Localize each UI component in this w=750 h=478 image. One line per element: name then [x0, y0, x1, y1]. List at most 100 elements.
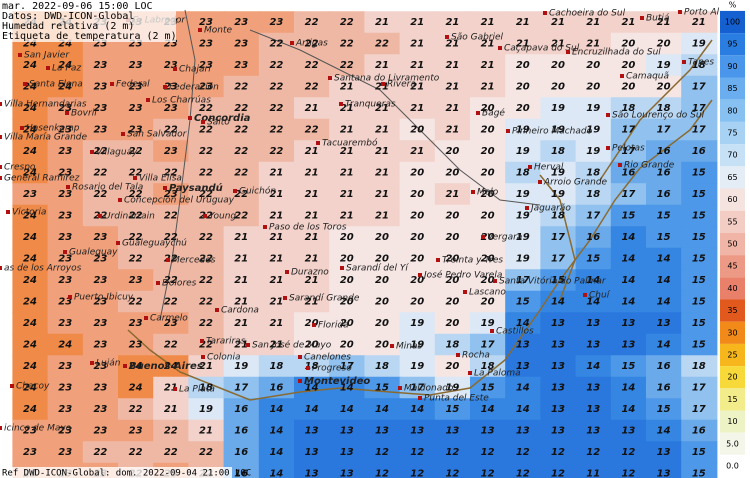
- colorbar-label: 45: [727, 262, 737, 271]
- colorbar-swatch: [720, 410, 745, 433]
- cell: [188, 290, 225, 314]
- place-label: Punta del Este: [424, 394, 489, 404]
- place-label: Arroio Grande: [543, 178, 608, 188]
- value: 18: [269, 361, 283, 372]
- value: 21: [375, 82, 389, 93]
- value: 21: [551, 17, 565, 28]
- cell: [646, 118, 683, 142]
- cell: [118, 441, 155, 464]
- cell: [329, 11, 366, 34]
- value: 22: [93, 168, 107, 179]
- value: 21: [445, 60, 459, 71]
- value: 22: [129, 297, 143, 308]
- value: 22: [269, 146, 283, 157]
- value: 17: [621, 189, 635, 200]
- place-label: Camaquã: [626, 72, 669, 82]
- value: 21: [340, 146, 354, 157]
- cell: [188, 419, 225, 443]
- value: 19: [586, 103, 600, 114]
- cell: [470, 419, 507, 443]
- value: 12: [621, 469, 635, 478]
- cell: [364, 247, 401, 271]
- cell: [540, 376, 577, 400]
- value: 22: [199, 275, 213, 286]
- value: 15: [481, 383, 495, 394]
- header-line: mar. 2022-09-06 15:00 LOC: [2, 1, 153, 12]
- cell: [82, 355, 119, 378]
- value: 18: [551, 211, 565, 222]
- cell: [47, 398, 84, 421]
- place-label: Castillos: [496, 327, 534, 337]
- value: 14: [657, 340, 671, 351]
- value: 13: [586, 340, 600, 351]
- cell: [540, 183, 577, 206]
- colorbar-label: 25: [727, 351, 737, 360]
- cell: [399, 312, 436, 335]
- colorbar-swatch: [720, 121, 745, 145]
- value: 19: [410, 340, 424, 351]
- cell: [540, 97, 577, 120]
- value: 12: [586, 447, 600, 458]
- cell: [505, 161, 542, 185]
- value: 13: [551, 340, 565, 351]
- cell: [153, 204, 190, 228]
- cell: [505, 247, 542, 271]
- value: 13: [516, 340, 530, 351]
- cell: [540, 398, 577, 421]
- value: 20: [410, 232, 424, 243]
- value: 16: [657, 361, 671, 372]
- value: 16: [657, 168, 671, 179]
- cell: [540, 11, 577, 34]
- value: 22: [234, 211, 248, 222]
- cell: [540, 312, 577, 335]
- colorbar-swatch: [720, 321, 745, 344]
- cell: [610, 269, 647, 292]
- value: 21: [305, 168, 319, 179]
- cell: [12, 333, 49, 357]
- cell: [434, 462, 471, 478]
- value: 23: [269, 17, 283, 28]
- value: 16: [234, 447, 248, 458]
- cell: [329, 118, 366, 142]
- cell: [258, 183, 295, 206]
- cell: [118, 97, 155, 120]
- cell: [329, 290, 366, 314]
- value: 21: [269, 211, 283, 222]
- place-dot: [418, 396, 422, 400]
- place-dot: [390, 344, 394, 348]
- cell: [294, 183, 331, 206]
- value: 22: [129, 146, 143, 157]
- cell: [223, 118, 260, 142]
- cell: [681, 290, 718, 314]
- cell: [329, 97, 366, 120]
- value: 22: [164, 168, 178, 179]
- value: 13: [551, 361, 565, 372]
- cell: [540, 161, 577, 185]
- cell: [399, 355, 436, 378]
- place-label: Tranqueras: [345, 100, 396, 110]
- place-label: La Paz: [52, 64, 81, 74]
- cell: [505, 269, 542, 292]
- cell: [294, 333, 331, 357]
- value: 22: [129, 168, 143, 179]
- cell: [223, 333, 260, 357]
- cell: [540, 32, 577, 56]
- value: 18: [586, 189, 600, 200]
- cell: [223, 312, 260, 335]
- cell: [188, 376, 225, 400]
- place-label: Progreso: [312, 364, 352, 374]
- value: 23: [234, 17, 248, 28]
- cell: [610, 355, 647, 378]
- colorbar-label: 75: [727, 129, 737, 138]
- cell: [610, 290, 647, 314]
- value: 21: [305, 275, 319, 286]
- cell: [540, 355, 577, 378]
- value: 20: [586, 60, 600, 71]
- value: 22: [305, 125, 319, 136]
- cell: [610, 226, 647, 249]
- value: 22: [269, 125, 283, 136]
- value: 23: [129, 318, 143, 329]
- value: 23: [199, 17, 213, 28]
- colorbar-label: 5.0: [726, 439, 739, 448]
- value: 15: [692, 340, 706, 351]
